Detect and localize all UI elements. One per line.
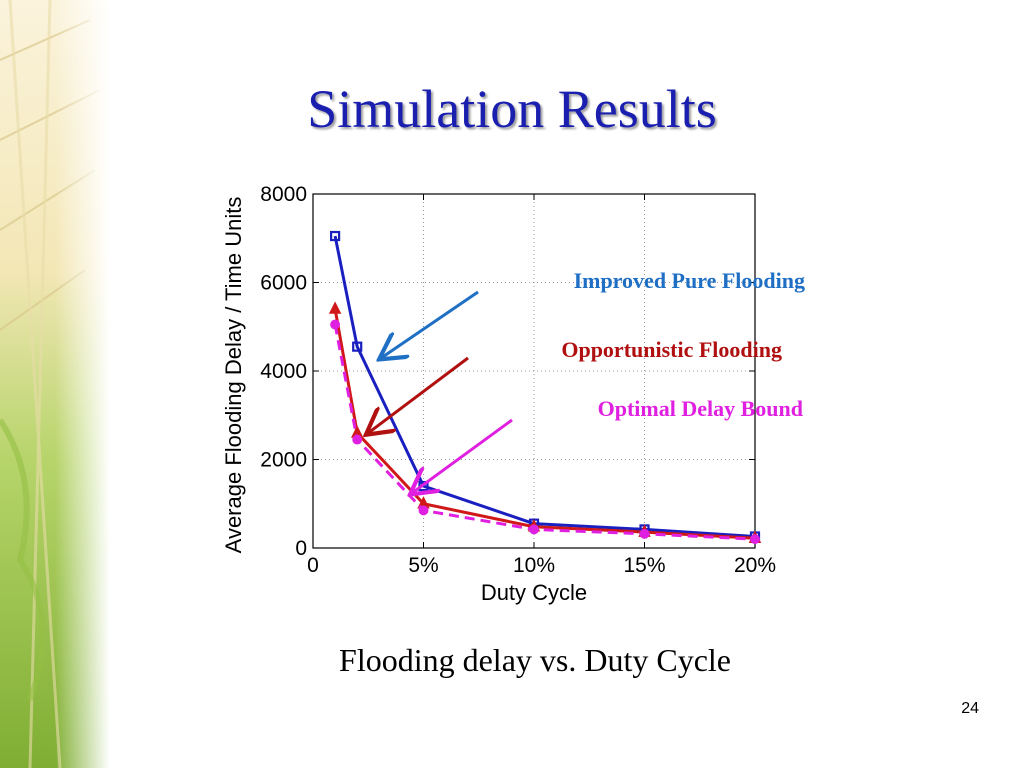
- series-2-point: [750, 534, 760, 545]
- series-line-2: [333, 324, 756, 541]
- annotation-arrow-2: [412, 418, 513, 493]
- x-tick-label: 10%: [513, 554, 555, 577]
- annotation-arrow-1: [368, 356, 469, 433]
- series-2-point: [529, 524, 539, 535]
- series-line-0: [333, 235, 756, 538]
- y-tick-label: 0: [295, 537, 307, 560]
- x-tick-label: 15%: [623, 554, 665, 577]
- chart-grid: [313, 194, 755, 548]
- series-line-1: [333, 308, 756, 540]
- x-tick-label: 20%: [734, 554, 776, 577]
- series-1-point: [328, 301, 342, 314]
- y-axis-label: Average Flooding Delay / Time Units: [221, 197, 246, 554]
- annotation-label-2: Optimal Delay Bound: [598, 396, 803, 421]
- annotation-label-0: Improved Pure Flooding: [574, 268, 805, 293]
- x-tick-label: 0: [307, 554, 319, 577]
- y-tick-label: 2000: [260, 449, 307, 472]
- series-0-point: [352, 341, 363, 352]
- page-number: 24: [961, 700, 979, 717]
- series-2-point: [418, 505, 429, 516]
- x-axis-label: Duty Cycle: [481, 580, 587, 605]
- x-tick-label: 5%: [408, 554, 438, 577]
- slide-title: Simulation Results: [307, 79, 717, 139]
- series-2-point: [352, 434, 363, 445]
- series-2-point: [330, 319, 341, 330]
- annotation-label-1: Opportunistic Flooding: [561, 337, 782, 362]
- figure-caption: Flooding delay vs. Duty Cycle: [339, 642, 731, 678]
- series-0-point: [330, 230, 341, 242]
- decorative-side-band: [0, 0, 110, 768]
- series-2-point: [639, 528, 650, 539]
- y-tick-label: 4000: [260, 360, 307, 383]
- y-tick-label: 8000: [260, 183, 307, 206]
- annotation-arrow-0: [382, 290, 479, 358]
- y-tick-label: 6000: [260, 272, 307, 295]
